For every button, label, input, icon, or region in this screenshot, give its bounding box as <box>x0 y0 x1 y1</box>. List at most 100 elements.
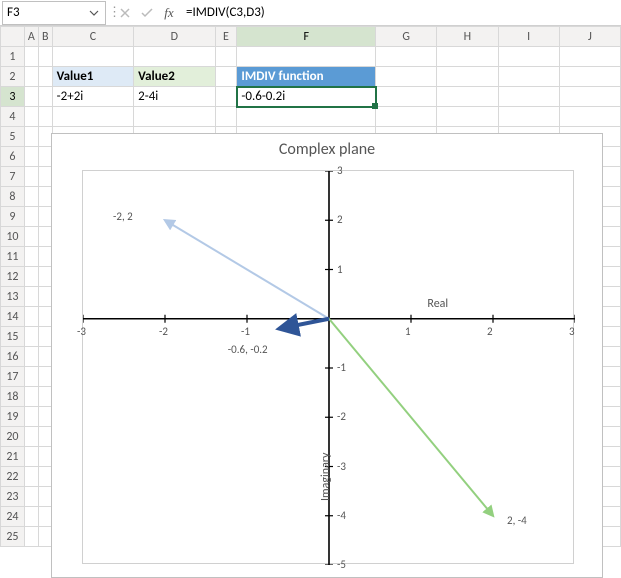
column-header-C[interactable]: C <box>52 27 133 47</box>
cell-A14[interactable] <box>25 307 38 326</box>
cell-C2[interactable]: Value1 <box>53 67 133 86</box>
cell-B15[interactable] <box>39 327 52 346</box>
cell-B2[interactable] <box>39 67 52 86</box>
row-header-16[interactable]: 16 <box>1 347 25 367</box>
column-header-A[interactable]: A <box>24 27 38 47</box>
fill-handle[interactable] <box>372 103 378 109</box>
row-header-9[interactable]: 9 <box>1 207 25 227</box>
cell-F2[interactable]: IMDIV function <box>237 67 375 86</box>
cell-E2[interactable] <box>216 67 237 86</box>
cell-A17[interactable] <box>25 367 38 386</box>
row-header-10[interactable]: 10 <box>1 227 25 247</box>
row-header-11[interactable]: 11 <box>1 247 25 267</box>
row-header-24[interactable]: 24 <box>1 507 25 527</box>
cell-A4[interactable] <box>25 107 38 126</box>
row-header-23[interactable]: 23 <box>1 487 25 507</box>
cell-C4[interactable] <box>53 107 133 126</box>
cell-A18[interactable] <box>25 387 38 406</box>
cell-B3[interactable] <box>39 87 52 106</box>
row-header-25[interactable]: 25 <box>1 527 25 547</box>
cell-I2[interactable] <box>499 67 559 86</box>
column-header-H[interactable]: H <box>437 27 498 47</box>
row-header-21[interactable]: 21 <box>1 447 25 467</box>
cell-B12[interactable] <box>39 267 52 286</box>
row-header-4[interactable]: 4 <box>1 107 25 127</box>
cell-B7[interactable] <box>39 167 52 186</box>
row-header-2[interactable]: 2 <box>1 67 25 87</box>
column-header-G[interactable]: G <box>376 27 437 47</box>
cell-A9[interactable] <box>25 207 38 226</box>
cell-B14[interactable] <box>39 307 52 326</box>
cell-A1[interactable] <box>25 47 38 66</box>
row-header-6[interactable]: 6 <box>1 147 25 167</box>
cell-G2[interactable] <box>376 67 436 86</box>
cell-J3[interactable] <box>560 87 620 106</box>
cell-G4[interactable] <box>376 107 436 126</box>
select-all-corner[interactable] <box>1 27 25 47</box>
cell-A21[interactable] <box>25 447 38 466</box>
column-header-F[interactable]: F <box>237 27 376 47</box>
cell-B10[interactable] <box>39 227 52 246</box>
row-header-1[interactable]: 1 <box>1 47 25 67</box>
cell-B4[interactable] <box>39 107 52 126</box>
cell-I4[interactable] <box>499 107 559 126</box>
cell-A23[interactable] <box>25 487 38 506</box>
row-header-20[interactable]: 20 <box>1 427 25 447</box>
column-header-I[interactable]: I <box>498 27 559 47</box>
cell-A15[interactable] <box>25 327 38 346</box>
cell-A6[interactable] <box>25 147 38 166</box>
insert-function-icon[interactable]: fx <box>158 2 180 24</box>
cell-A8[interactable] <box>25 187 38 206</box>
chevron-down-icon[interactable] <box>87 6 101 20</box>
cell-I1[interactable] <box>499 47 559 66</box>
row-header-18[interactable]: 18 <box>1 387 25 407</box>
row-header-22[interactable]: 22 <box>1 467 25 487</box>
row-header-3[interactable]: 3 <box>1 87 25 107</box>
cell-H1[interactable] <box>437 47 497 66</box>
cell-B17[interactable] <box>39 367 52 386</box>
chart-complex-plane[interactable]: Complex plane-3-2-1123-5-4-3-2-1123RealI… <box>51 133 603 578</box>
cell-F4[interactable] <box>237 107 375 126</box>
cell-G1[interactable] <box>376 47 436 66</box>
column-header-D[interactable]: D <box>134 27 215 47</box>
cell-B22[interactable] <box>39 467 52 486</box>
cell-B16[interactable] <box>39 347 52 366</box>
cell-G3[interactable] <box>376 87 436 106</box>
cell-I3[interactable] <box>499 87 559 106</box>
row-header-15[interactable]: 15 <box>1 327 25 347</box>
cell-H3[interactable] <box>437 87 497 106</box>
cell-E1[interactable] <box>216 47 237 66</box>
cell-B25[interactable] <box>39 527 52 546</box>
cell-B11[interactable] <box>39 247 52 266</box>
cell-E3[interactable] <box>216 87 237 106</box>
cell-B6[interactable] <box>39 147 52 166</box>
cell-A5[interactable] <box>25 127 38 146</box>
cell-A10[interactable] <box>25 227 38 246</box>
cell-B9[interactable] <box>39 207 52 226</box>
cell-A22[interactable] <box>25 467 38 486</box>
cell-B5[interactable] <box>39 127 52 146</box>
cell-B8[interactable] <box>39 187 52 206</box>
cell-B24[interactable] <box>39 507 52 526</box>
cell-H2[interactable] <box>437 67 497 86</box>
cell-A20[interactable] <box>25 427 38 446</box>
cell-H4[interactable] <box>437 107 497 126</box>
row-header-8[interactable]: 8 <box>1 187 25 207</box>
row-header-5[interactable]: 5 <box>1 127 25 147</box>
cell-C1[interactable] <box>53 47 133 66</box>
cell-A11[interactable] <box>25 247 38 266</box>
cell-C3[interactable]: -2+2i <box>53 87 133 106</box>
row-header-13[interactable]: 13 <box>1 287 25 307</box>
cell-B20[interactable] <box>39 427 52 446</box>
cell-A16[interactable] <box>25 347 38 366</box>
cell-B19[interactable] <box>39 407 52 426</box>
cell-J4[interactable] <box>560 107 620 126</box>
cell-F3[interactable]: -0.6-0.2i <box>237 87 375 106</box>
column-header-E[interactable]: E <box>215 27 237 47</box>
cell-B18[interactable] <box>39 387 52 406</box>
cell-A7[interactable] <box>25 167 38 186</box>
cell-B1[interactable] <box>39 47 52 66</box>
row-header-14[interactable]: 14 <box>1 307 25 327</box>
cell-A19[interactable] <box>25 407 38 426</box>
cell-A12[interactable] <box>25 267 38 286</box>
